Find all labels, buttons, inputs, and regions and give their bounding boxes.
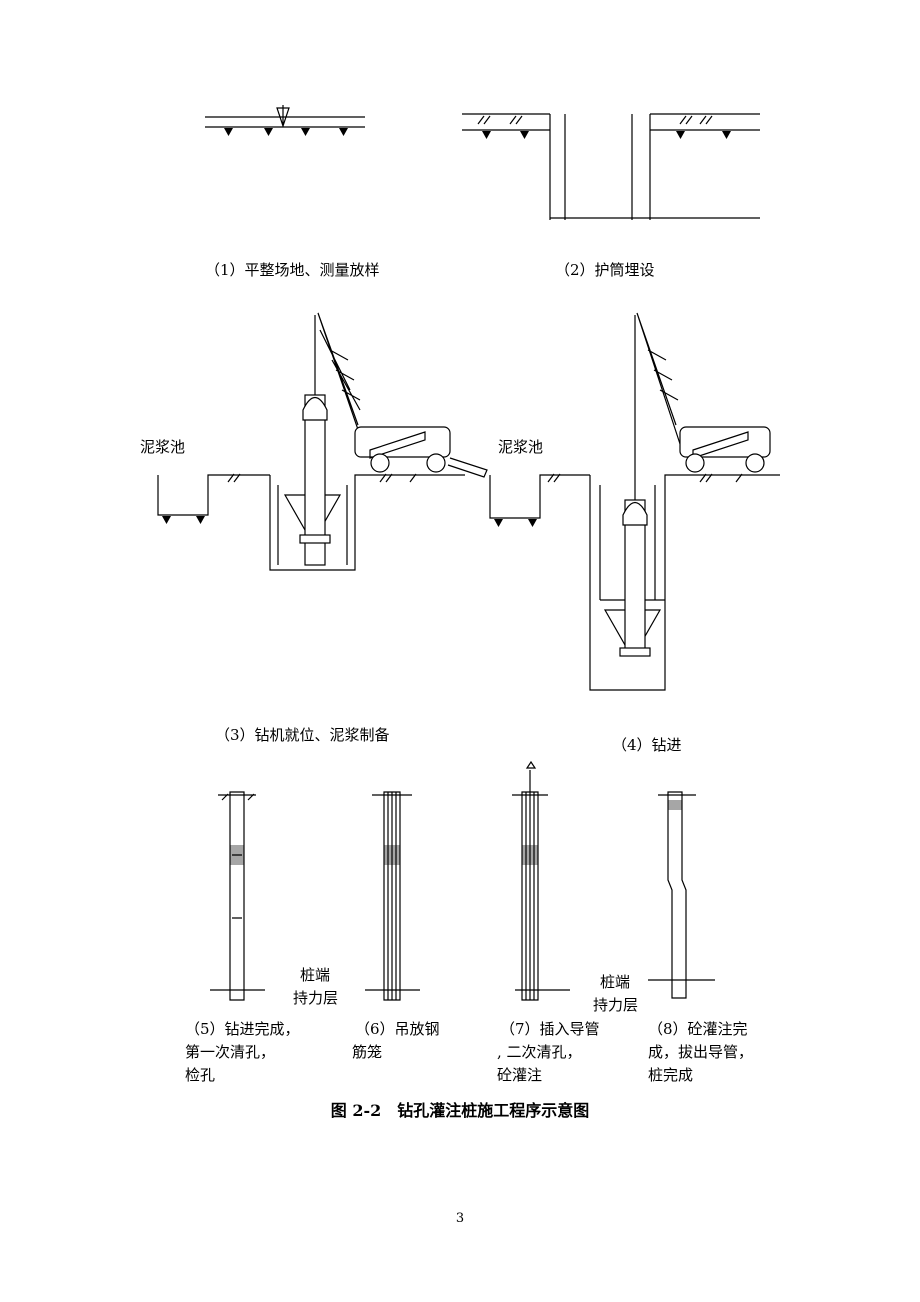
bearing-label: 桩端 <box>300 966 330 984</box>
text-layer: （1）平整场地、测量放样 （2）护筒埋设 泥浆池 泥浆池 （3）钻机就位、泥浆制… <box>140 261 753 1226</box>
diagram-step-3 <box>157 312 488 571</box>
bearing-label: 持力层 <box>593 996 638 1014</box>
mud-pit-label: 泥浆池 <box>498 438 543 456</box>
step-caption: （7）插入导管 <box>500 1020 600 1038</box>
step-caption: （5）钻进完成， <box>185 1020 300 1038</box>
step-caption: 筋笼 <box>352 1043 382 1061</box>
figure-caption: 图 2-2 钻孔灌注桩施工程序示意图 <box>331 1101 589 1120</box>
step-caption: （8）砼灌注完 <box>648 1020 748 1038</box>
bearing-label: 桩端 <box>600 973 630 991</box>
mud-pit-label: 泥浆池 <box>140 438 185 456</box>
step-caption: （3）钻机就位、泥浆制备 <box>215 726 390 744</box>
step-caption: 检孔 <box>185 1066 215 1084</box>
step-caption: （4）钻进 <box>612 736 682 754</box>
step-caption: 砼灌注 <box>497 1066 542 1084</box>
step-caption: 第一次清孔， <box>185 1043 275 1061</box>
step-caption: （2）护筒埋设 <box>555 261 655 279</box>
step-caption: （6）吊放钢 <box>355 1020 440 1038</box>
diagram-piles <box>210 760 715 1001</box>
bearing-label: 持力层 <box>293 989 338 1007</box>
diagram-step-2 <box>462 113 760 220</box>
step-caption: 成，拔出导管， <box>648 1043 753 1061</box>
diagram-step-1 <box>205 105 365 136</box>
diagram-step-4 <box>489 312 780 691</box>
page-number: 3 <box>456 1211 464 1226</box>
step-caption: （1）平整场地、测量放样 <box>205 261 380 279</box>
step-caption: 桩完成 <box>648 1066 693 1084</box>
step-caption: , 二次清孔， <box>497 1043 582 1061</box>
